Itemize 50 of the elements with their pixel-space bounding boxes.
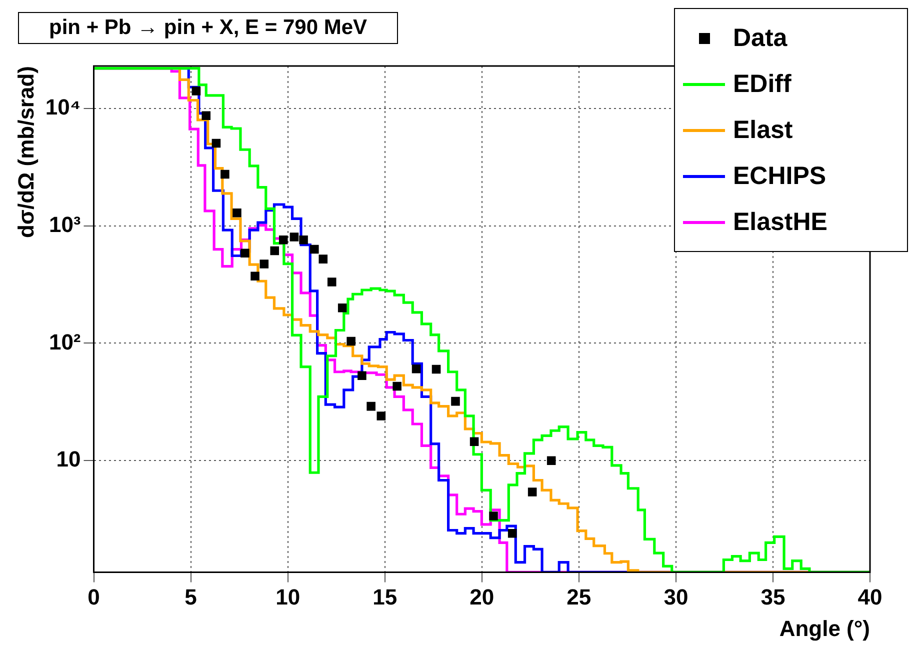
legend-label: Elast [733, 116, 793, 144]
x-tick-label: 40 [858, 584, 882, 610]
x-tick-label: 20 [470, 584, 494, 610]
point [278, 236, 288, 244]
point [508, 528, 517, 538]
x-tick-label: 0 [88, 584, 100, 610]
y-tick-label: 10² [48, 329, 81, 354]
point [290, 232, 299, 242]
x-tick-label: 25 [566, 584, 592, 610]
point [250, 272, 260, 280]
point [318, 254, 328, 264]
point [192, 86, 201, 96]
point [240, 248, 250, 258]
point [392, 382, 402, 391]
point [546, 456, 556, 465]
point [358, 371, 366, 380]
point [470, 437, 479, 446]
x-tick-label: 15 [372, 584, 398, 610]
y-axis-title: dσ/dΩ (mb/srad) [13, 66, 38, 238]
legend-label: Data [733, 24, 788, 52]
point [310, 244, 319, 254]
y-tick-label: 10⁴ [45, 94, 81, 120]
point [451, 396, 460, 406]
legend-label: EDiff [733, 70, 792, 98]
point [202, 111, 211, 120]
x-tick-label: 30 [664, 584, 688, 610]
point [489, 512, 498, 520]
point [376, 412, 386, 420]
x-axis-title: Angle (°) [779, 616, 870, 641]
x-tick-label: 10 [276, 584, 300, 610]
legend-label: ElastHE [733, 208, 828, 236]
point [432, 364, 441, 374]
point [220, 170, 230, 179]
x-tick-label: 5 [184, 584, 197, 610]
chart-title: pin + Pb → pin + X, E = 790 MeV [18, 12, 398, 44]
point [338, 303, 347, 312]
point [260, 260, 269, 268]
point [299, 236, 308, 244]
x-tick-label: 35 [760, 584, 786, 610]
point [412, 364, 421, 374]
point [270, 246, 280, 256]
point [232, 208, 242, 218]
point [528, 488, 537, 496]
point [346, 336, 356, 346]
point [366, 402, 376, 411]
point [212, 138, 221, 148]
y-tick-label: 10 [56, 446, 81, 472]
y-tick-label: 10³ [48, 212, 81, 237]
point [327, 278, 336, 286]
legend-label: ECHIPS [733, 162, 826, 190]
